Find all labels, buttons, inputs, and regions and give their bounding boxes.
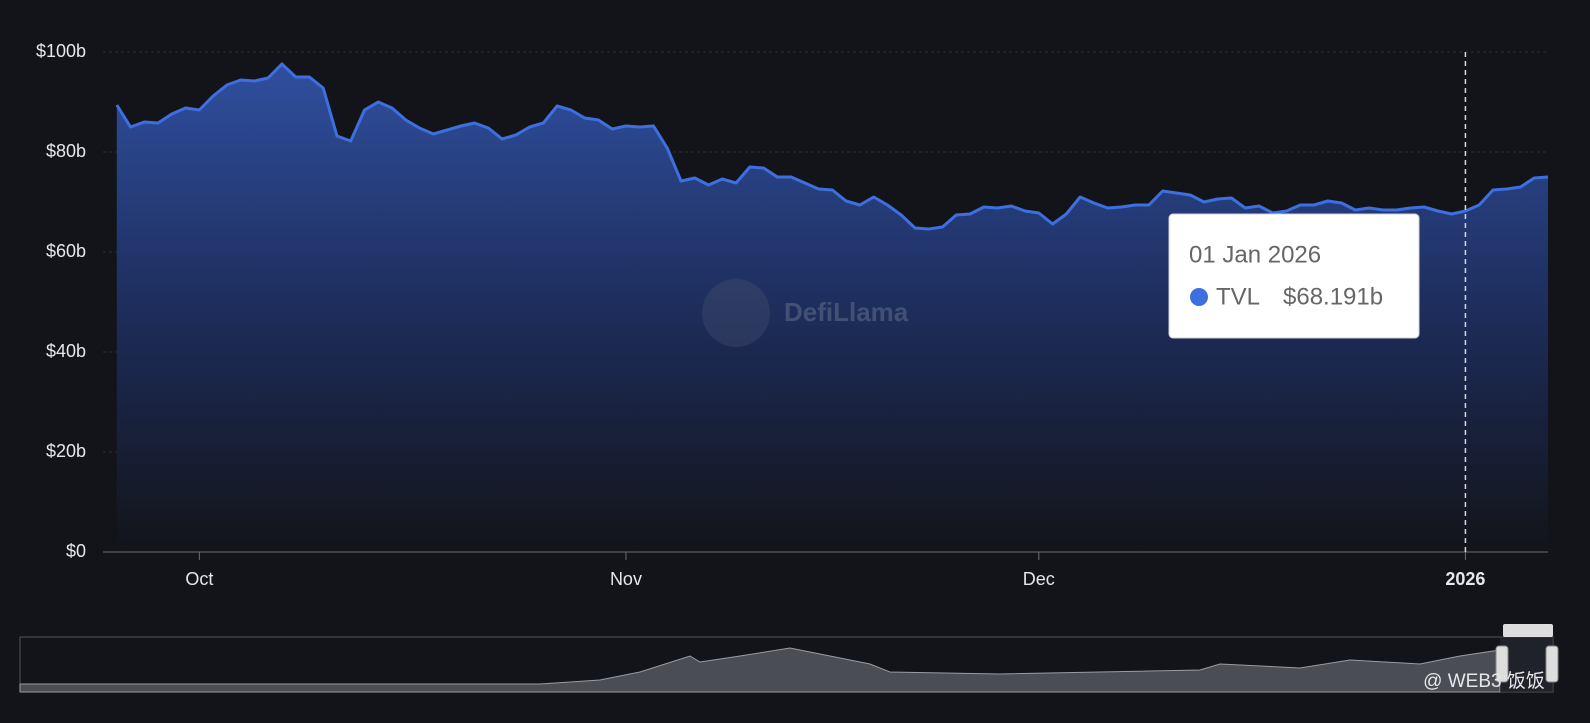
y-tick-label: $20b	[46, 441, 86, 461]
y-tick-label: $40b	[46, 341, 86, 361]
navigator-window[interactable]	[1500, 637, 1553, 692]
tooltip-series: TVL	[1216, 283, 1260, 310]
x-tick-label: Oct	[185, 569, 213, 589]
y-tick-label: $0	[66, 541, 86, 561]
tooltip-value: $68.191b	[1283, 283, 1383, 310]
y-tick-label: $60b	[46, 241, 86, 261]
area	[116, 64, 1548, 552]
tooltip-date: 01 Jan 2026	[1189, 241, 1321, 268]
y-tick-label: $100b	[36, 41, 86, 61]
navigator-area	[19, 647, 1501, 693]
tooltip-dot	[1190, 288, 1208, 306]
plot: $0 $20b $40b $60b $80b $100b Oct Nov Dec 2026 01 J…	[36, 41, 1549, 589]
line	[115, 62, 1549, 231]
credit: @ WEB3 饭饭	[1423, 670, 1545, 692]
watermark-text: DefiLlama	[784, 297, 909, 327]
watermark: DefiLlama	[702, 279, 909, 347]
navigator-handle[interactable]	[1495, 645, 1509, 683]
tooltip: 01 Jan 2026 TVL $68.191b	[1168, 213, 1420, 339]
tooltip-box	[1168, 213, 1420, 339]
navigator-handle[interactable]	[1545, 645, 1559, 683]
x-tick-label: 2026	[1445, 569, 1485, 589]
y-tick-label: $80b	[46, 141, 86, 161]
navigator	[19, 624, 1559, 693]
navigator-grip[interactable]	[1503, 624, 1553, 637]
x-tick-label: Dec	[1023, 569, 1055, 589]
x-tick-label: Nov	[610, 569, 642, 589]
